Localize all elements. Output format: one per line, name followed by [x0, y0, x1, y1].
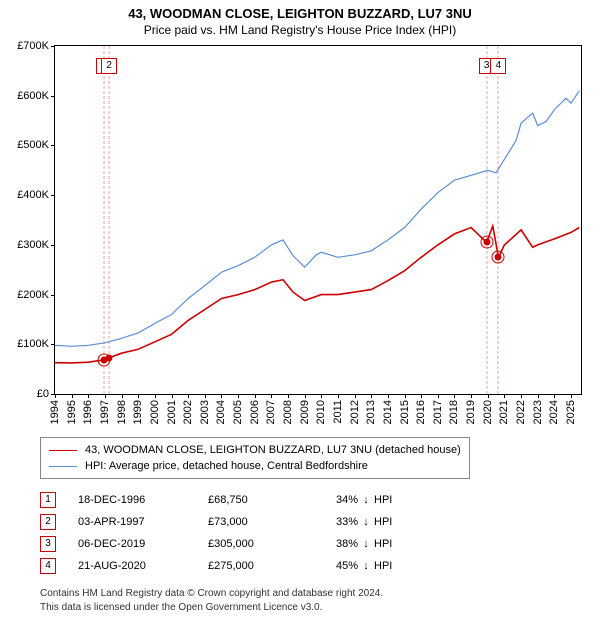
transaction-number-box: 4: [40, 558, 56, 574]
x-axis-label: 2003: [199, 400, 211, 424]
x-axis-label: 2009: [299, 400, 311, 424]
x-axis-label: 2025: [565, 400, 577, 424]
sale-point-dot: [495, 254, 502, 261]
footer-attribution: Contains HM Land Registry data © Crown c…: [40, 587, 582, 614]
x-axis-label: 2016: [415, 400, 427, 424]
x-axis-label: 2002: [182, 400, 194, 424]
x-axis-label: 2021: [498, 400, 510, 424]
x-axis-label: 2000: [149, 400, 161, 424]
x-axis-label: 2019: [465, 400, 477, 424]
x-axis-label: 2010: [315, 400, 327, 424]
transaction-row: 4 21-AUG-2020£275,00045%↓HPI: [40, 555, 582, 577]
y-axis-label: £300K: [17, 239, 49, 251]
transaction-hpi-label: HPI: [374, 516, 414, 528]
transaction-number-box: 3: [40, 536, 56, 552]
transaction-price: £68,750: [208, 494, 318, 506]
page-subtitle: Price paid vs. HM Land Registry's House …: [0, 23, 600, 37]
page-title: 43, WOODMAN CLOSE, LEIGHTON BUZZARD, LU7…: [0, 6, 600, 21]
marker-number-box: 2: [101, 58, 117, 74]
x-axis-label: 1997: [99, 400, 111, 424]
down-arrow-icon: ↓: [358, 494, 374, 506]
x-axis-label: 1994: [49, 400, 61, 424]
transaction-price: £275,000: [208, 560, 318, 572]
legend-row: 43, WOODMAN CLOSE, LEIGHTON BUZZARD, LU7…: [49, 442, 461, 458]
down-arrow-icon: ↓: [358, 560, 374, 572]
legend-swatch: [49, 466, 77, 467]
x-axis-label: 2011: [332, 400, 344, 424]
transaction-price: £73,000: [208, 516, 318, 528]
transaction-row: 3 06-DEC-2019£305,00038%↓HPI: [40, 533, 582, 555]
x-axis-label: 2013: [365, 400, 377, 424]
marker-number-box: 4: [490, 58, 506, 74]
transaction-pct: 34%: [318, 494, 358, 506]
transaction-hpi-label: HPI: [374, 538, 414, 550]
x-axis-label: 2017: [432, 400, 444, 424]
transaction-row: 2 03-APR-1997£73,00033%↓HPI: [40, 511, 582, 533]
transaction-number-box: 1: [40, 492, 56, 508]
y-axis-label: £500K: [17, 139, 49, 151]
down-arrow-icon: ↓: [358, 516, 374, 528]
y-axis-label: £0: [37, 388, 49, 400]
transaction-pct: 33%: [318, 516, 358, 528]
transaction-date: 18-DEC-1996: [78, 494, 208, 506]
transaction-hpi-label: HPI: [374, 560, 414, 572]
series-line-price_paid: [55, 226, 579, 363]
transaction-number-box: 2: [40, 514, 56, 530]
y-axis-label: £700K: [17, 40, 49, 52]
footer-line2: This data is licensed under the Open Gov…: [40, 601, 582, 615]
x-axis-label: 2014: [382, 400, 394, 424]
down-arrow-icon: ↓: [358, 538, 374, 550]
transaction-hpi-label: HPI: [374, 494, 414, 506]
sale-point-dot: [483, 239, 490, 246]
x-axis-label: 2022: [515, 400, 527, 424]
y-axis-label: £100K: [17, 338, 49, 350]
x-axis-label: 2005: [232, 400, 244, 424]
transaction-pct: 38%: [318, 538, 358, 550]
legend-label: HPI: Average price, detached house, Cent…: [85, 460, 368, 472]
x-axis-label: 2023: [532, 400, 544, 424]
transactions-table: 118-DEC-1996£68,75034%↓HPI203-APR-1997£7…: [40, 489, 582, 577]
x-axis-label: 2004: [215, 400, 227, 424]
y-axis-label: £600K: [17, 90, 49, 102]
y-axis-label: £200K: [17, 289, 49, 301]
x-axis-label: 2007: [265, 400, 277, 424]
x-axis-label: 2024: [548, 400, 560, 424]
transaction-date: 06-DEC-2019: [78, 538, 208, 550]
x-axis-label: 2012: [349, 400, 361, 424]
transaction-date: 21-AUG-2020: [78, 560, 208, 572]
x-axis-label: 2018: [448, 400, 460, 424]
legend-row: HPI: Average price, detached house, Cent…: [49, 458, 461, 474]
x-axis-label: 2006: [249, 400, 261, 424]
series-line-hpi: [55, 91, 579, 347]
x-axis-label: 1998: [116, 400, 128, 424]
transaction-date: 03-APR-1997: [78, 516, 208, 528]
transaction-price: £305,000: [208, 538, 318, 550]
x-axis-label: 2008: [282, 400, 294, 424]
chart-series-svg: [55, 46, 581, 394]
legend-label: 43, WOODMAN CLOSE, LEIGHTON BUZZARD, LU7…: [85, 444, 461, 456]
sale-point-dot: [106, 354, 113, 361]
chart-legend: 43, WOODMAN CLOSE, LEIGHTON BUZZARD, LU7…: [40, 437, 470, 479]
x-axis-label: 2015: [399, 400, 411, 424]
x-axis-label: 1996: [82, 400, 94, 424]
footer-line1: Contains HM Land Registry data © Crown c…: [40, 587, 582, 601]
x-axis-label: 2020: [482, 400, 494, 424]
y-axis-label: £400K: [17, 189, 49, 201]
x-axis-label: 1995: [66, 400, 78, 424]
legend-swatch: [49, 450, 77, 451]
x-axis-label: 2001: [166, 400, 178, 424]
transaction-row: 1 18-DEC-1996£68,75034%↓HPI: [40, 489, 582, 511]
x-axis-label: 1999: [132, 400, 144, 424]
transaction-pct: 45%: [318, 560, 358, 572]
price-chart: £0£100K£200K£300K£400K£500K£600K£700K199…: [54, 45, 582, 395]
